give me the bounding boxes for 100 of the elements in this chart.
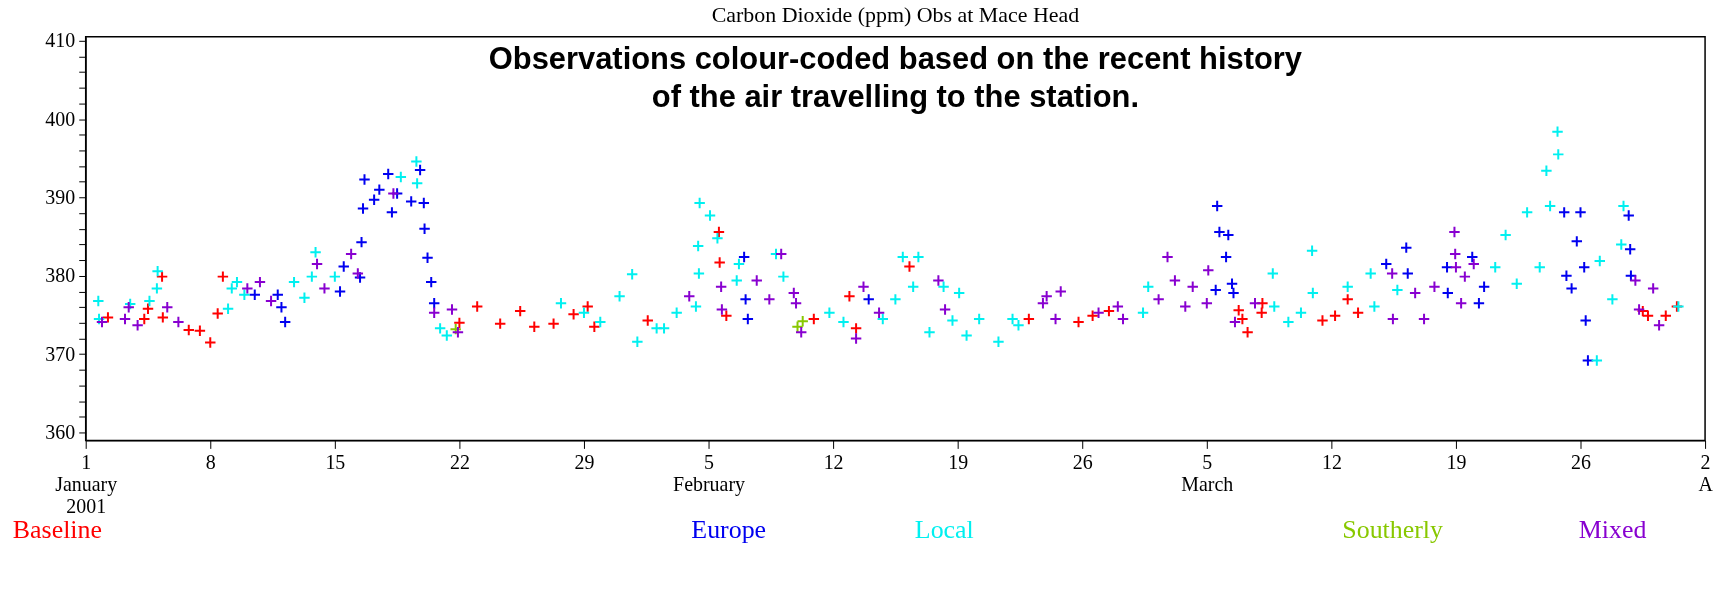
point [1472, 297, 1486, 310]
x-tick-label: 8 [205, 450, 216, 473]
x-tick-label: 12 [823, 450, 844, 473]
point [211, 307, 224, 320]
point [356, 202, 370, 215]
point [1222, 228, 1235, 242]
text: Local [914, 515, 974, 545]
point [737, 250, 751, 264]
point [843, 289, 856, 303]
point [182, 323, 195, 337]
point [1316, 314, 1329, 327]
point [528, 320, 541, 334]
point [1466, 250, 1479, 264]
y-tick-label: 370 [45, 342, 76, 365]
point [1581, 354, 1595, 367]
point [1351, 306, 1365, 319]
point [641, 314, 654, 327]
text: Baseline [12, 515, 102, 545]
point [1341, 293, 1354, 306]
point [1579, 314, 1592, 327]
point [1574, 206, 1587, 219]
y-tick-label: 410 [45, 29, 76, 52]
point [849, 322, 863, 335]
text: Mixed [1578, 515, 1647, 545]
x-tick-label: 2 A [1698, 450, 1714, 495]
point [791, 320, 804, 334]
x-tick-label: 12 [1321, 450, 1342, 473]
point [1022, 312, 1036, 326]
point [1659, 309, 1672, 323]
annotation: Observations colour-coded based on the recent history of the air travelling to the station. [488, 40, 1302, 114]
point [1227, 286, 1240, 300]
point [1380, 257, 1393, 271]
point [1565, 282, 1578, 295]
point [373, 183, 386, 196]
x-tick-label: 26 [1571, 450, 1591, 473]
point [1210, 199, 1224, 213]
point [513, 304, 527, 318]
point [1328, 309, 1342, 323]
point [1477, 280, 1491, 294]
point [156, 311, 170, 324]
point [141, 302, 155, 315]
x-tick-label: 15 [325, 450, 346, 473]
x-tick-label: 5 March [1181, 450, 1234, 495]
text: Southerly [1342, 515, 1444, 545]
point [547, 317, 560, 330]
point [193, 324, 207, 337]
y-tick-label: 380 [45, 264, 76, 287]
chart-title: Carbon Dioxide (ppm) Obs at Mace Head [711, 1, 1080, 27]
point [427, 297, 441, 310]
point [353, 271, 367, 284]
point [417, 196, 431, 210]
x-tick-label: 1 January 2001 [55, 450, 118, 517]
y-tick-label: 360 [45, 421, 76, 444]
point [358, 173, 371, 186]
point [713, 256, 726, 269]
point [1072, 315, 1085, 329]
point [278, 315, 292, 329]
point [796, 315, 809, 328]
x-tick-label: 29 [574, 450, 595, 473]
point [1440, 261, 1454, 274]
point [101, 311, 115, 324]
point [588, 320, 601, 334]
point [425, 275, 438, 289]
point [382, 167, 395, 181]
point [248, 288, 261, 301]
point [367, 193, 381, 207]
point [1209, 283, 1222, 297]
point [1213, 225, 1226, 239]
point [1570, 235, 1584, 248]
point [271, 288, 284, 301]
point [862, 293, 875, 306]
x-tick-label: 22 [449, 450, 470, 473]
point [275, 300, 288, 314]
x-tick-label: 26 [1072, 450, 1093, 473]
point [138, 312, 151, 326]
x-tick-label: 19 [948, 450, 969, 473]
x-tick-label: 5 February [673, 450, 746, 496]
point [739, 293, 752, 306]
y-tick-label: 400 [45, 107, 76, 130]
point [413, 163, 427, 177]
point [720, 309, 733, 323]
point [355, 235, 368, 249]
point [1577, 261, 1591, 274]
point [581, 300, 594, 313]
point [1225, 277, 1239, 290]
point [1255, 306, 1268, 319]
point [903, 260, 916, 273]
x-tick-label: 19 [1446, 450, 1467, 473]
y-tick-label: 390 [45, 185, 76, 208]
point [1622, 209, 1635, 222]
point [1401, 267, 1414, 280]
point [333, 285, 347, 298]
point [418, 222, 431, 236]
point [1623, 242, 1637, 256]
point [1560, 269, 1573, 283]
point [204, 336, 217, 349]
point [1557, 206, 1571, 219]
point [1241, 326, 1254, 339]
text: Europe [691, 515, 767, 545]
point [421, 251, 434, 265]
